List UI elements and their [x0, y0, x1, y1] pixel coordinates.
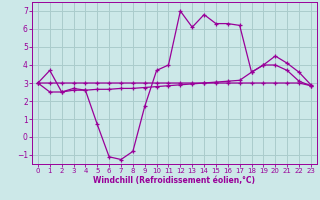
- X-axis label: Windchill (Refroidissement éolien,°C): Windchill (Refroidissement éolien,°C): [93, 176, 255, 185]
